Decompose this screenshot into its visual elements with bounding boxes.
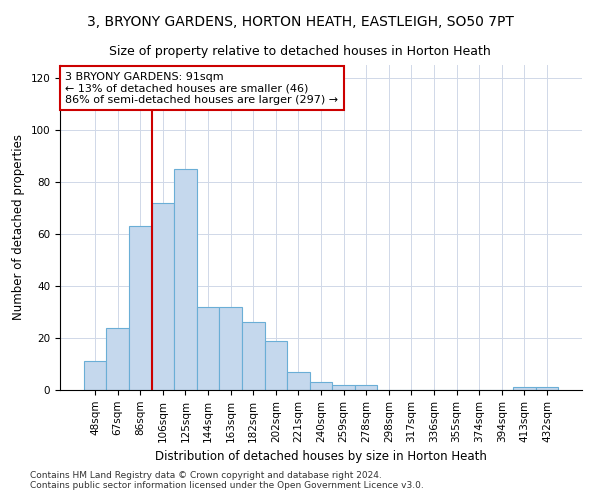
Text: 3, BRYONY GARDENS, HORTON HEATH, EASTLEIGH, SO50 7PT: 3, BRYONY GARDENS, HORTON HEATH, EASTLEI… [86,15,514,29]
Bar [220,307,242,390]
X-axis label: Distribution of detached houses by size in Horton Heath: Distribution of detached houses by size … [155,450,487,463]
Bar [174,169,197,390]
Bar [332,385,355,390]
Bar [84,362,106,390]
Text: Contains HM Land Registry data © Crown copyright and database right 2024.: Contains HM Land Registry data © Crown c… [30,470,382,480]
Bar [310,382,332,390]
Bar [287,372,310,390]
Bar [536,388,558,390]
Y-axis label: Number of detached properties: Number of detached properties [12,134,25,320]
Text: Contains public sector information licensed under the Open Government Licence v3: Contains public sector information licen… [30,480,424,490]
Bar [152,203,174,390]
Bar [242,322,265,390]
Bar [106,328,129,390]
Text: Size of property relative to detached houses in Horton Heath: Size of property relative to detached ho… [109,45,491,58]
Bar [513,388,536,390]
Bar [265,340,287,390]
Bar [355,385,377,390]
Bar [197,307,220,390]
Bar [129,226,152,390]
Text: 3 BRYONY GARDENS: 91sqm
← 13% of detached houses are smaller (46)
86% of semi-de: 3 BRYONY GARDENS: 91sqm ← 13% of detache… [65,72,338,104]
